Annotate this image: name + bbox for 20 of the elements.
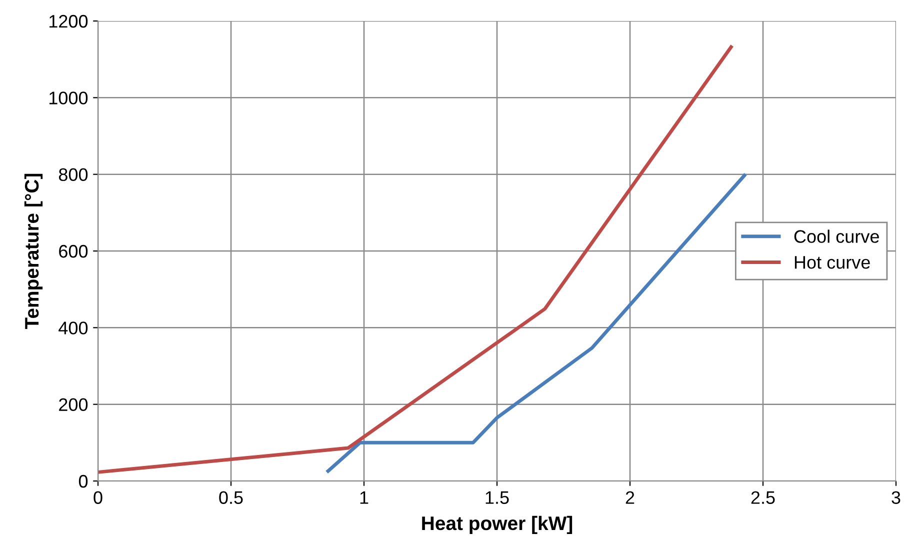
x-tick-label: 2.5 — [751, 491, 775, 504]
y-tick-label: 1000 — [49, 92, 88, 104]
y-axis-title: Temperature [°C] — [24, 174, 43, 330]
x-tick-label: 3 — [892, 491, 900, 504]
x-tick-label: 0 — [94, 491, 102, 504]
x-axis-title: Heat power [kW] — [422, 516, 572, 534]
y-tick-label: 0 — [78, 474, 88, 488]
legend-label: Cool curve — [794, 230, 879, 243]
y-tick-label: 800 — [58, 168, 88, 182]
y-tick-label: 200 — [59, 398, 88, 412]
x-tick-label: 1 — [360, 491, 368, 504]
y-tick-label: 400 — [58, 322, 88, 334]
x-tick-label: 2 — [626, 491, 634, 504]
legend-label: Hot curve — [794, 256, 870, 269]
y-tick-label: 600 — [59, 244, 88, 258]
line-series — [98, 45, 733, 474]
y-tick-label: 1200 — [49, 14, 88, 28]
line-series — [326, 174, 746, 473]
x-tick-label: 1.5 — [486, 491, 509, 504]
x-tick-label: 0.5 — [219, 491, 243, 504]
